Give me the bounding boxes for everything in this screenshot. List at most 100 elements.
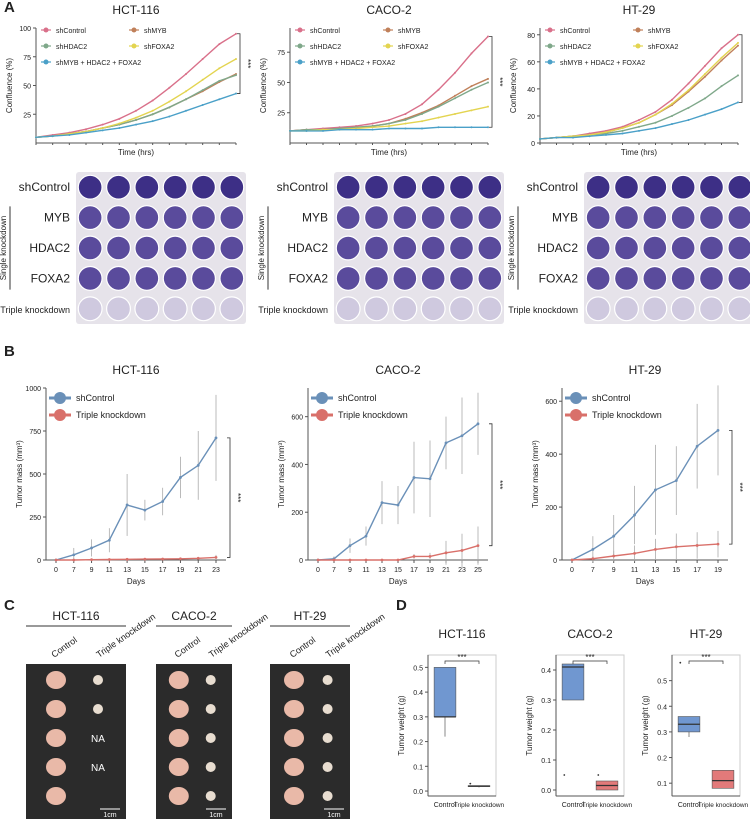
point bbox=[570, 558, 574, 562]
panel-label: A bbox=[4, 0, 15, 16]
point bbox=[185, 90, 187, 93]
box bbox=[561, 663, 585, 701]
x-tick-label: 9 bbox=[90, 567, 94, 574]
well bbox=[219, 205, 245, 231]
well bbox=[392, 205, 418, 231]
legend-marker bbox=[547, 27, 553, 33]
x-axis-label: Days bbox=[389, 577, 407, 586]
y-axis-label: Confluence (%) bbox=[509, 58, 518, 113]
legend-label: shHDAC2 bbox=[560, 44, 591, 51]
point bbox=[125, 503, 129, 507]
point bbox=[671, 98, 673, 101]
well bbox=[585, 265, 611, 291]
well bbox=[134, 205, 160, 231]
row-label: Triple knockdown bbox=[258, 305, 328, 315]
well bbox=[105, 296, 131, 322]
y-tick-label: 25 bbox=[23, 112, 31, 119]
point bbox=[380, 558, 384, 562]
point bbox=[444, 441, 448, 445]
photo bbox=[156, 664, 232, 819]
legend-label: shHDAC2 bbox=[310, 44, 341, 51]
y-tick-label: 0.0 bbox=[541, 788, 551, 795]
well bbox=[449, 174, 475, 200]
point bbox=[720, 56, 723, 59]
tumor bbox=[284, 729, 304, 747]
series-line bbox=[35, 74, 237, 138]
well bbox=[134, 296, 160, 322]
point bbox=[371, 122, 374, 125]
well bbox=[449, 205, 475, 231]
point bbox=[674, 545, 678, 549]
well bbox=[477, 174, 503, 200]
significance-bracket bbox=[739, 34, 743, 103]
well bbox=[335, 205, 361, 231]
point bbox=[470, 88, 473, 91]
point bbox=[185, 98, 187, 101]
point bbox=[421, 112, 423, 115]
point bbox=[572, 136, 574, 139]
well bbox=[162, 265, 188, 291]
series-line bbox=[55, 437, 217, 561]
series-line bbox=[539, 42, 739, 140]
point bbox=[612, 554, 616, 558]
outlier bbox=[597, 774, 600, 776]
point bbox=[654, 113, 657, 116]
significance-label: *** bbox=[745, 64, 750, 73]
chart-title: HT-29 bbox=[629, 363, 662, 377]
well bbox=[392, 265, 418, 291]
y-tick-label: 25 bbox=[277, 111, 285, 118]
legend-marker bbox=[297, 43, 303, 49]
y-tick-label: 400 bbox=[291, 462, 303, 469]
point bbox=[704, 97, 706, 100]
x-tick-label: 25 bbox=[474, 567, 482, 574]
well bbox=[477, 205, 503, 231]
point bbox=[591, 548, 595, 551]
x-tick-label: 7 bbox=[332, 567, 336, 574]
point bbox=[737, 44, 739, 47]
x-axis-label: Days bbox=[636, 577, 654, 586]
significance-bracket bbox=[444, 660, 480, 664]
legend-marker bbox=[297, 59, 303, 65]
well bbox=[585, 205, 611, 231]
tumor bbox=[284, 787, 304, 805]
point bbox=[118, 117, 121, 120]
photo-title: CACO-2 bbox=[171, 609, 217, 623]
point bbox=[428, 555, 432, 558]
y-tick-label: 0 bbox=[37, 558, 41, 565]
legend-marker bbox=[570, 409, 582, 421]
significance-label: *** bbox=[457, 653, 466, 662]
photo bbox=[26, 664, 126, 819]
well bbox=[392, 296, 418, 322]
x-tick-label: 0 bbox=[570, 567, 574, 574]
x-tick-label: 21 bbox=[442, 567, 450, 574]
point bbox=[621, 127, 624, 130]
point bbox=[470, 85, 473, 88]
legend-marker bbox=[547, 43, 553, 49]
point bbox=[101, 129, 104, 132]
y-tick-label: 50 bbox=[23, 84, 31, 91]
well bbox=[698, 174, 724, 200]
legend-marker bbox=[635, 43, 641, 49]
well bbox=[449, 235, 475, 261]
point bbox=[633, 513, 636, 517]
y-tick-label: 0.5 bbox=[413, 665, 423, 672]
point bbox=[135, 119, 137, 121]
legend-label: Triple knockdown bbox=[76, 410, 146, 420]
point bbox=[338, 128, 341, 131]
point bbox=[235, 58, 237, 61]
x-tick-label: 23 bbox=[212, 567, 220, 574]
legend-marker bbox=[316, 409, 328, 421]
well bbox=[642, 265, 668, 291]
point bbox=[470, 52, 473, 55]
well bbox=[219, 174, 245, 200]
tumor bbox=[168, 671, 189, 689]
well bbox=[613, 265, 639, 291]
well bbox=[191, 265, 217, 291]
significance-bracket bbox=[572, 660, 608, 664]
well bbox=[191, 174, 217, 200]
legend-label: Triple knockdown bbox=[338, 410, 408, 420]
legend-marker bbox=[131, 27, 137, 33]
row-label: HDAC2 bbox=[287, 241, 328, 255]
row-label: FOXA2 bbox=[289, 271, 329, 285]
y-tick-label: 0.0 bbox=[413, 789, 423, 796]
